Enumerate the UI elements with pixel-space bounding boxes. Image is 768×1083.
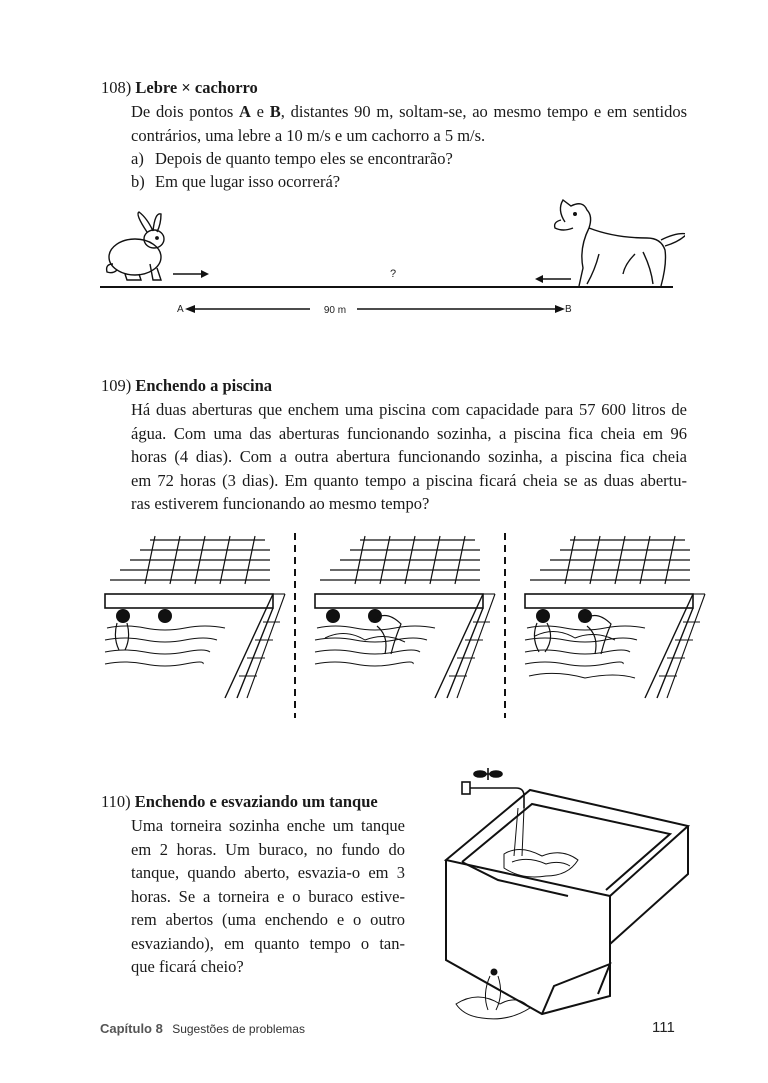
statement-line: contrários, uma lebre a 10 m/s e um cach… — [131, 125, 486, 145]
pool-opening-right — [368, 609, 382, 623]
pool-figure — [104, 533, 706, 718]
problem-110-statement: Uma torneira sozinha enche um tanque em … — [131, 814, 405, 979]
question-item-a: a) Depois de quanto tempo eles se encontr… — [131, 149, 453, 168]
problem-108-statement: De dois pontos A e B, distantes 90 m, so… — [131, 100, 687, 147]
statement-line: Uma torneira sozinha enche um tanque — [131, 816, 405, 835]
statement-line: água. Com uma das aberturas funcionando … — [131, 423, 687, 443]
pool-panel-other-opening — [314, 535, 496, 699]
problem-number: 110) — [101, 792, 131, 811]
point-a-label: A — [177, 304, 184, 315]
distance-arrow-left-head — [185, 305, 195, 313]
tank-figure — [443, 768, 691, 1020]
hare-arrow-head — [201, 270, 209, 278]
page-footer: Capítulo 8 Sugestões de problemas — [100, 1021, 305, 1036]
distance-arrow-right-head — [555, 305, 565, 313]
pool-panel-both-openings — [524, 535, 706, 699]
problem-109-heading: 109) Enchendo a piscina — [101, 374, 272, 398]
statement-line: em 72 horas (3 dias). Em quanto tempo a … — [131, 470, 687, 490]
hare-illustration — [105, 211, 165, 281]
problem-110-heading: 110) Enchendo e esvaziando um tanque — [101, 790, 378, 814]
distance-label: 90 m — [324, 305, 346, 316]
statement-line: De dois pontos A e B, distantes 90 m, so… — [131, 102, 687, 121]
statement-line: ras estiverem funcionando ao mesmo tempo… — [131, 494, 430, 513]
statement-line: tanque, quando aberto, esvazia-o em 3 — [131, 863, 405, 882]
statement-line: que ficará cheio? — [131, 957, 244, 976]
pool-opening-left — [326, 609, 340, 623]
drain-water-illustration — [455, 968, 531, 1020]
dog-illustration — [553, 198, 685, 287]
problem-109-statement: Há duas aberturas que enchem uma piscina… — [131, 398, 687, 516]
pool-opening-right — [158, 609, 172, 623]
statement-line: Há duas aberturas que enchem uma piscina… — [131, 400, 687, 419]
meeting-question-mark: ? — [390, 268, 396, 280]
problem-title: Lebre × cachorro — [135, 78, 258, 97]
chapter-label: Capítulo 8 — [100, 1021, 163, 1036]
water-illustration — [503, 807, 579, 878]
dog-arrow-head — [535, 275, 543, 283]
pool-panel-one-opening — [104, 535, 286, 699]
faucet-illustration — [461, 768, 525, 808]
problem-title: Enchendo a piscina — [135, 376, 272, 395]
section-label: Sugestões de problemas — [172, 1022, 305, 1036]
pool-opening-left — [116, 609, 130, 623]
problem-title: Enchendo e esvaziando um tanque — [134, 792, 378, 811]
tank-front — [445, 860, 611, 1016]
pool-opening-left — [536, 609, 550, 623]
tank-top-rim — [443, 788, 691, 898]
statement-line: em 2 horas. Um buraco, no fundo do — [131, 839, 405, 859]
question-item-b: b) Em que lugar isso ocorrerá? — [131, 172, 341, 191]
page-number: 111 — [652, 1019, 675, 1036]
statement-line: rem abertos (uma enchendo e o outro — [131, 910, 405, 929]
problem-number: 108) — [101, 78, 132, 97]
statement-line: horas. Se a torneira e o buraco estive- — [131, 886, 405, 906]
problem-number: 109) — [101, 376, 132, 395]
tank-right-side — [609, 826, 689, 947]
statement-line: horas (4 dias). Com a outra abertura fun… — [131, 447, 687, 466]
hare-dog-figure: ? A 90 m B — [100, 198, 685, 316]
problem-108-heading: 108) Lebre × cachorro — [101, 76, 258, 100]
pool-opening-right — [578, 609, 592, 623]
statement-line: esvaziando), em quanto tempo o tan- — [131, 933, 405, 953]
point-b-label: B — [565, 304, 572, 315]
